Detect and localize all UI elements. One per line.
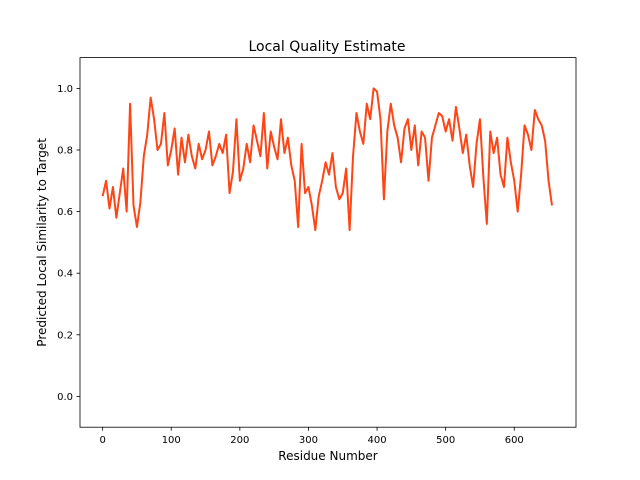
x-tick-label: 400 [368,435,387,446]
x-tick-label: 300 [299,435,318,446]
plot-frame [79,57,577,428]
y-tick-label: 0.4 [57,269,73,280]
y-tick-label: 1.0 [57,84,73,95]
x-tick-label: 200 [230,435,249,446]
chart-title: Local Quality Estimate [248,39,405,55]
x-tick-label: 500 [436,435,455,446]
y-tick-label: 0.0 [57,392,73,403]
series-line-0 [101,87,553,232]
y-axis: 0.0 0.2 0.4 0.6 0.8 1.0 [57,84,80,403]
x-tick-label: 100 [162,435,181,446]
y-tick-label: 0.6 [57,207,73,218]
y-axis-label: Predicted Local Similarity to Target [35,138,49,347]
series-layer [101,87,553,232]
x-tick-label: 0 [99,435,105,446]
x-axis: 0 100 200 300 400 500 600 [99,427,524,446]
y-tick-label: 0.2 [57,330,73,341]
x-axis-label: Residue Number [278,449,377,463]
x-tick-label: 600 [505,435,524,446]
y-tick-label: 0.8 [57,146,73,157]
